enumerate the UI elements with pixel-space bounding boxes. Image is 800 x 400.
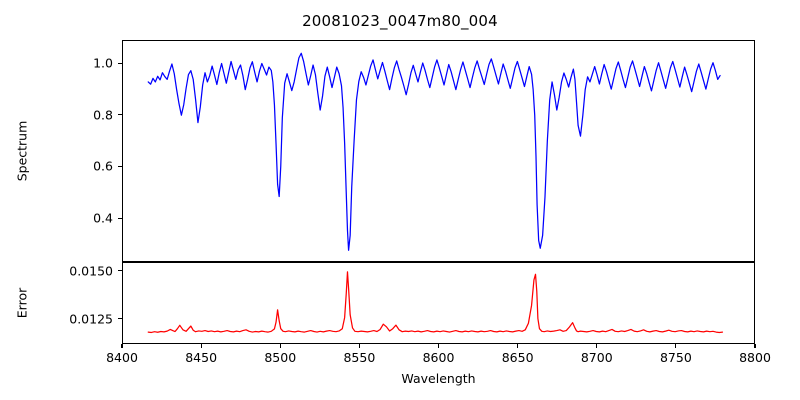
x-tick-mark [279, 344, 281, 348]
error-plot-area [147, 271, 724, 334]
x-tick-mark [675, 344, 677, 348]
x-tick-label: 8750 [659, 350, 692, 365]
error-line [147, 271, 724, 334]
x-tick-mark [517, 344, 519, 348]
x-tick-label: 8600 [422, 350, 455, 365]
x-tick-label: 8450 [185, 350, 218, 365]
x-tick-label: 8500 [264, 350, 297, 365]
y-tick-label: 0.0150 [69, 263, 113, 279]
y-tick-mark [118, 318, 122, 320]
y-tick-label: 0.4 [93, 210, 113, 226]
x-tick-mark [437, 344, 440, 348]
x-axis-label: Wavelength [401, 371, 476, 386]
x-tick-mark [200, 344, 202, 348]
y-tick-label: 0.0125 [69, 311, 113, 327]
y-tick-label: 0.6 [93, 158, 113, 174]
y-tick-mark [118, 217, 122, 219]
y-tick-mark [118, 165, 122, 168]
x-tick-label: 8700 [580, 350, 613, 365]
x-tick-label: 8650 [501, 350, 534, 365]
x-tick-label: 8550 [343, 350, 376, 365]
chart-title: 20081023_0047m80_004 [302, 12, 498, 30]
y-tick-mark [118, 270, 122, 272]
x-tick-mark [121, 344, 123, 348]
x-tick-mark [358, 344, 360, 348]
error-panel [122, 262, 755, 344]
y-tick-label: 0.8 [93, 107, 113, 123]
x-tick-label: 8400 [106, 350, 138, 365]
spectrum-line [147, 52, 721, 251]
y-tick-mark [118, 114, 122, 116]
spectrum-panel [122, 40, 755, 262]
y-tick-label: 1.0 [93, 55, 113, 71]
x-tick-label: 8800 [739, 350, 771, 365]
spectrum-plot-area [147, 52, 721, 251]
x-tick-mark [596, 344, 598, 348]
y-tick-mark [118, 62, 122, 64]
x-tick-mark [754, 344, 756, 348]
